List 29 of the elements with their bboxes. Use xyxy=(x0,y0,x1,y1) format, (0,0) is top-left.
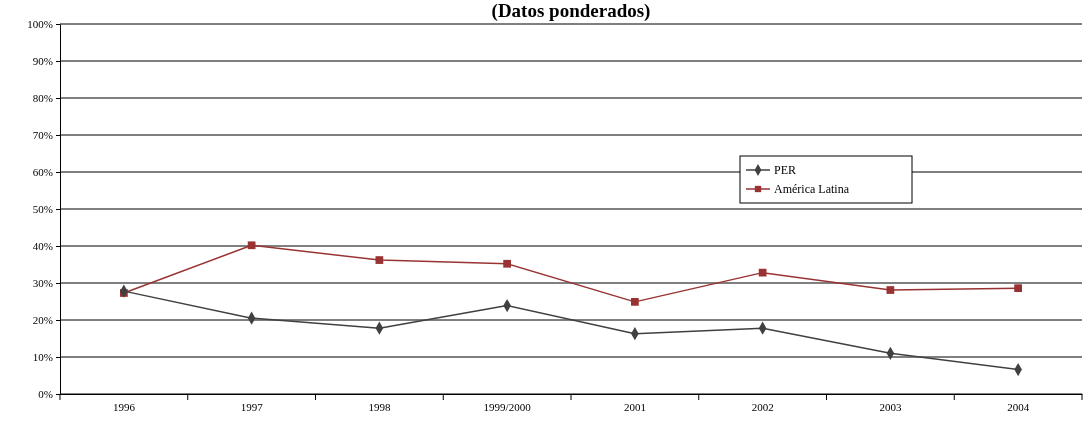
y-tick-label: 20% xyxy=(32,314,53,327)
y-tick-label: 50% xyxy=(32,203,53,216)
point xyxy=(886,286,895,294)
y-tick-label: 70% xyxy=(32,129,53,142)
x-tick-label: 2001 xyxy=(623,400,646,413)
x-tick-label: 2003 xyxy=(879,400,902,413)
legend-label: PER xyxy=(774,163,797,177)
y-tick-label: 90% xyxy=(32,55,53,68)
y-tick-label: 30% xyxy=(32,277,53,290)
point xyxy=(247,241,256,250)
y-tick-label: 0% xyxy=(38,388,53,401)
x-tick-label: 1999/2000 xyxy=(483,400,532,413)
chart-title: (Datos ponderados) xyxy=(491,0,651,22)
x-tick-label: 2002 xyxy=(751,400,774,413)
x-tick-label: 2004 xyxy=(1007,400,1030,413)
point xyxy=(758,268,767,277)
y-tick-label: 80% xyxy=(32,92,53,105)
y-tick-label: 100% xyxy=(27,18,53,31)
point xyxy=(1014,284,1022,293)
y-tick-label: 10% xyxy=(32,351,53,364)
point xyxy=(375,256,384,264)
x-tick-label: 1998 xyxy=(368,400,391,413)
x-tick-label: 1996 xyxy=(112,400,136,413)
point xyxy=(631,298,639,306)
y-tick-label: 40% xyxy=(32,240,53,253)
y-tick-label: 60% xyxy=(32,166,53,179)
legend-label: América Latina xyxy=(774,182,850,196)
x-tick-label: 1997 xyxy=(240,400,264,413)
point xyxy=(503,259,511,268)
